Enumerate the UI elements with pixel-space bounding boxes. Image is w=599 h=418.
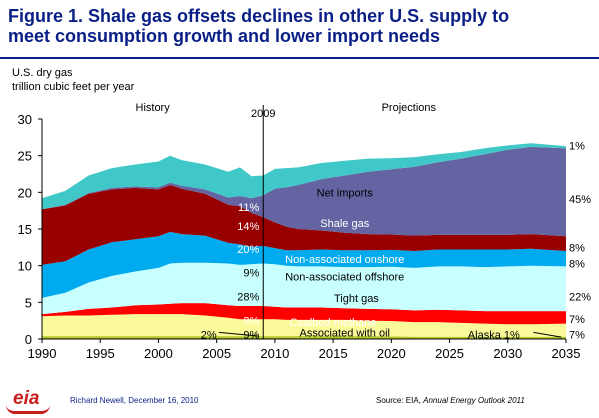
x-tick-label: 2030: [493, 346, 522, 361]
series-label: Associated with oil: [300, 327, 391, 339]
series-label: Alaska 1%: [468, 330, 520, 342]
y-tick-label: 0: [25, 332, 32, 347]
area-net-imports: [42, 143, 566, 210]
area-non-associated-offshore: [42, 231, 566, 298]
y-tick-label: 20: [18, 185, 32, 200]
series-label: Non-associated offshore: [285, 272, 404, 284]
y-axis-label-line-2: trillion cubic feet per year: [12, 81, 135, 93]
area-shale-gas: [42, 146, 566, 237]
alaska-leader: [533, 331, 562, 338]
x-tick-label: 2035: [552, 346, 581, 361]
series-label: Shale gas: [320, 218, 369, 230]
y-tick-label: 5: [25, 295, 32, 310]
x-tick-label: 1990: [28, 346, 57, 361]
pct-2009-label: 11%: [238, 202, 259, 214]
title-divider: [0, 57, 599, 59]
area-non-associated-onshore: [42, 185, 566, 265]
series-label: Net imports: [317, 187, 374, 199]
pct-2009-label: 9%: [243, 267, 259, 279]
area-alaska: [42, 336, 566, 339]
eia-logo: eia: [4, 385, 54, 415]
y-axis-label-line-1: U.S. dry gas: [12, 67, 73, 79]
pct-2009-label: 8%: [243, 316, 259, 328]
author-credit: Richard Newell, December 16, 2010: [70, 396, 199, 405]
pct-2009-label: 2%: [201, 330, 217, 342]
x-tick-label: 2015: [319, 346, 348, 361]
y-axis-label: U.S. dry gas trillion cubic feet per yea…: [12, 66, 134, 94]
eia-logo-text: eia: [13, 388, 40, 409]
x-tick-label: 2010: [260, 346, 289, 361]
series-label: Tight gas: [334, 293, 379, 305]
source-prefix: Source: EIA,: [376, 396, 424, 405]
series-label: Non-associated onshore: [285, 254, 404, 266]
x-tick-label: 1995: [86, 346, 115, 361]
pct-2035-label: 45%: [569, 194, 591, 206]
source-note: Source: EIA, Annual Energy Outlook 2011: [376, 396, 525, 405]
divider-2009-label: 2009: [251, 108, 275, 120]
area-associated-with-oil: [42, 314, 566, 337]
projections-label: Projections: [382, 102, 437, 114]
pct-2035-label: 8%: [569, 242, 585, 254]
eia-logo-swoosh: [6, 405, 50, 414]
chart-title-line-1: Figure 1. Shale gas offsets declines in …: [8, 6, 510, 26]
x-tick-label: 2005: [202, 346, 231, 361]
source-title: Annual Energy Outlook 2011: [423, 396, 525, 405]
pct-2035-label: 7%: [569, 330, 585, 342]
x-tick-label: 2020: [377, 346, 406, 361]
pct-2035-label: 22%: [569, 291, 591, 303]
history-label: History: [136, 102, 171, 114]
pct-2035-label: 7%: [569, 314, 585, 326]
area-coalbed-methane: [42, 303, 566, 325]
y-tick-label: 15: [18, 222, 32, 237]
pct-2009-label: 14%: [237, 221, 259, 233]
x-tick-label: 2025: [435, 346, 464, 361]
y-tick-label: 25: [18, 149, 32, 164]
pct-2035-label: 1%: [569, 140, 585, 152]
pct-2035-label: 8%: [569, 258, 585, 270]
chart-title-line-2: meet consumption growth and lower import…: [8, 26, 441, 46]
pct-2009-leader: [218, 331, 259, 337]
pct-2009-label: 20%: [237, 244, 259, 256]
series-label: Coalbed methane: [290, 317, 377, 329]
y-tick-label: 10: [18, 259, 32, 274]
chart-title: Figure 1. Shale gas offsets declines in …: [8, 6, 593, 46]
area-tight-gas: [42, 262, 566, 315]
x-tick-label: 2000: [144, 346, 173, 361]
y-tick-label: 30: [18, 112, 32, 127]
pct-2009-label: 28%: [237, 291, 259, 303]
